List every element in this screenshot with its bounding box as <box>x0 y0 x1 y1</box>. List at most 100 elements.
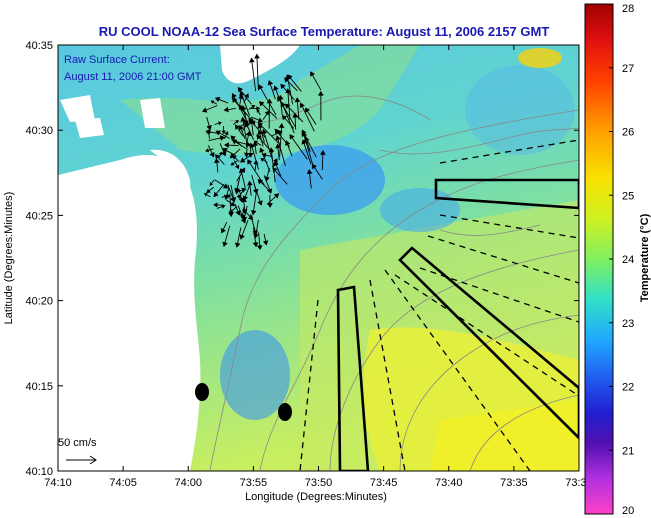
surface-current-vectors <box>201 53 326 251</box>
y-axis-label: Latitude (Degrees:Minutes) <box>3 192 15 325</box>
y-tick-label: 40:20 <box>25 296 53 308</box>
y-axis: 40:35 40:30 40:25 40:20 40:15 40:10 <box>25 40 579 478</box>
current-vector-head <box>237 87 244 93</box>
current-vector-head <box>214 158 220 164</box>
current-vector-head <box>281 114 288 121</box>
current-vector <box>248 118 266 138</box>
current-vector-head <box>273 158 278 163</box>
cool-patch-center <box>275 145 385 215</box>
current-vector-head <box>242 195 249 201</box>
y-tick-label: 40:35 <box>25 40 53 52</box>
cloud-gap-2 <box>75 118 104 138</box>
current-vector-head <box>280 83 286 90</box>
colorbar-tick-label: 24 <box>622 254 634 266</box>
current-vector-head <box>273 193 280 199</box>
x-tick-label: 74:00 <box>174 477 202 489</box>
current-vector-head <box>244 121 250 128</box>
colorbar: 28 27 26 25 24 23 22 21 20 Temperature (°C) <box>584 3 651 517</box>
current-vector-head <box>257 200 263 206</box>
current-vector-head <box>261 129 268 135</box>
current-vector-head <box>234 124 241 130</box>
colorbar-tick-label: 22 <box>622 382 634 394</box>
current-vector-head <box>218 121 222 126</box>
current-vector-head <box>280 101 286 108</box>
bathymetry-contours <box>209 95 579 471</box>
current-vector-head <box>292 112 299 118</box>
current-vector-head <box>257 178 264 185</box>
current-vector-head <box>231 139 238 145</box>
beam-southeast <box>398 246 579 440</box>
colorbar-tick-label: 23 <box>622 318 634 330</box>
current-vector-head <box>275 135 281 141</box>
cloud-gap-1 <box>60 95 95 122</box>
land-new-jersey <box>58 155 201 471</box>
current-vector-head <box>257 117 263 123</box>
current-vector-head <box>234 164 240 170</box>
current-vector <box>279 123 283 158</box>
current-vector-head <box>250 210 257 216</box>
current-vector <box>302 139 312 165</box>
current-vector-head <box>219 135 226 141</box>
current-vector-head <box>252 188 259 195</box>
current-vector-head <box>228 212 234 218</box>
current-vector-head <box>278 123 285 128</box>
x-tick-label: 73:40 <box>435 477 463 489</box>
current-vector-head <box>209 151 215 158</box>
current-vector-head <box>311 163 317 170</box>
current-vector-head <box>267 80 274 86</box>
current-vector <box>250 143 260 170</box>
current-vector-head <box>273 85 279 91</box>
y-tick-label: 40:10 <box>25 466 53 478</box>
current-vector-head <box>214 154 221 160</box>
current-vector <box>262 129 274 161</box>
current-vector-head <box>230 161 235 166</box>
beam-south <box>336 285 370 471</box>
current-vector-head <box>222 148 228 154</box>
current-vector-head <box>241 215 248 222</box>
current-vector-head <box>209 182 214 186</box>
current-vector <box>256 134 273 154</box>
current-vector-head <box>253 140 258 145</box>
current-vector-head <box>254 53 260 59</box>
current-vector <box>281 102 295 134</box>
current-vector <box>300 103 315 132</box>
current-vector <box>301 130 317 158</box>
land-north <box>220 45 300 84</box>
current-vector-head <box>203 193 208 197</box>
current-vector-head <box>256 245 263 251</box>
colorbar-scale <box>584 3 614 515</box>
colorbar-label: Temperature (°C) <box>639 213 651 302</box>
current-vector-head <box>213 191 219 198</box>
yellow-patch-southeast <box>430 400 579 471</box>
current-vector-head <box>273 160 279 167</box>
current-vector-head <box>257 122 264 128</box>
x-tick-label: 73:35 <box>500 477 528 489</box>
cool-patch-northeast <box>465 65 575 155</box>
land-sandy-hook <box>150 149 191 220</box>
x-tick-label: 73:45 <box>370 477 398 489</box>
current-vector-head <box>220 228 227 234</box>
current-vector-head <box>252 242 259 248</box>
map-title: RU COOL NOAA-12 Sea Surface Temperature:… <box>99 24 550 39</box>
x-tick-label: 74:10 <box>44 477 72 489</box>
current-vector-head <box>230 197 236 203</box>
current-vector-head <box>319 149 326 155</box>
current-vector-head <box>206 124 212 131</box>
x-axis-label: Longitude (Degrees:Minutes) <box>245 491 387 503</box>
current-vector-head <box>230 135 236 141</box>
current-vector-head <box>224 131 229 136</box>
current-vector-head <box>284 77 290 83</box>
current-vector-head <box>267 203 273 208</box>
current-vector-head <box>223 106 229 113</box>
current-vector <box>287 89 291 120</box>
current-vector-head <box>221 130 226 135</box>
current-vector-head <box>222 183 229 189</box>
current-vector-head <box>213 202 218 208</box>
current-vector-head <box>301 129 307 136</box>
current-vector-head <box>232 97 238 104</box>
beam-east <box>434 178 579 210</box>
current-vector <box>276 135 286 166</box>
current-vector-head <box>234 242 241 248</box>
current-vector-head <box>231 93 237 99</box>
